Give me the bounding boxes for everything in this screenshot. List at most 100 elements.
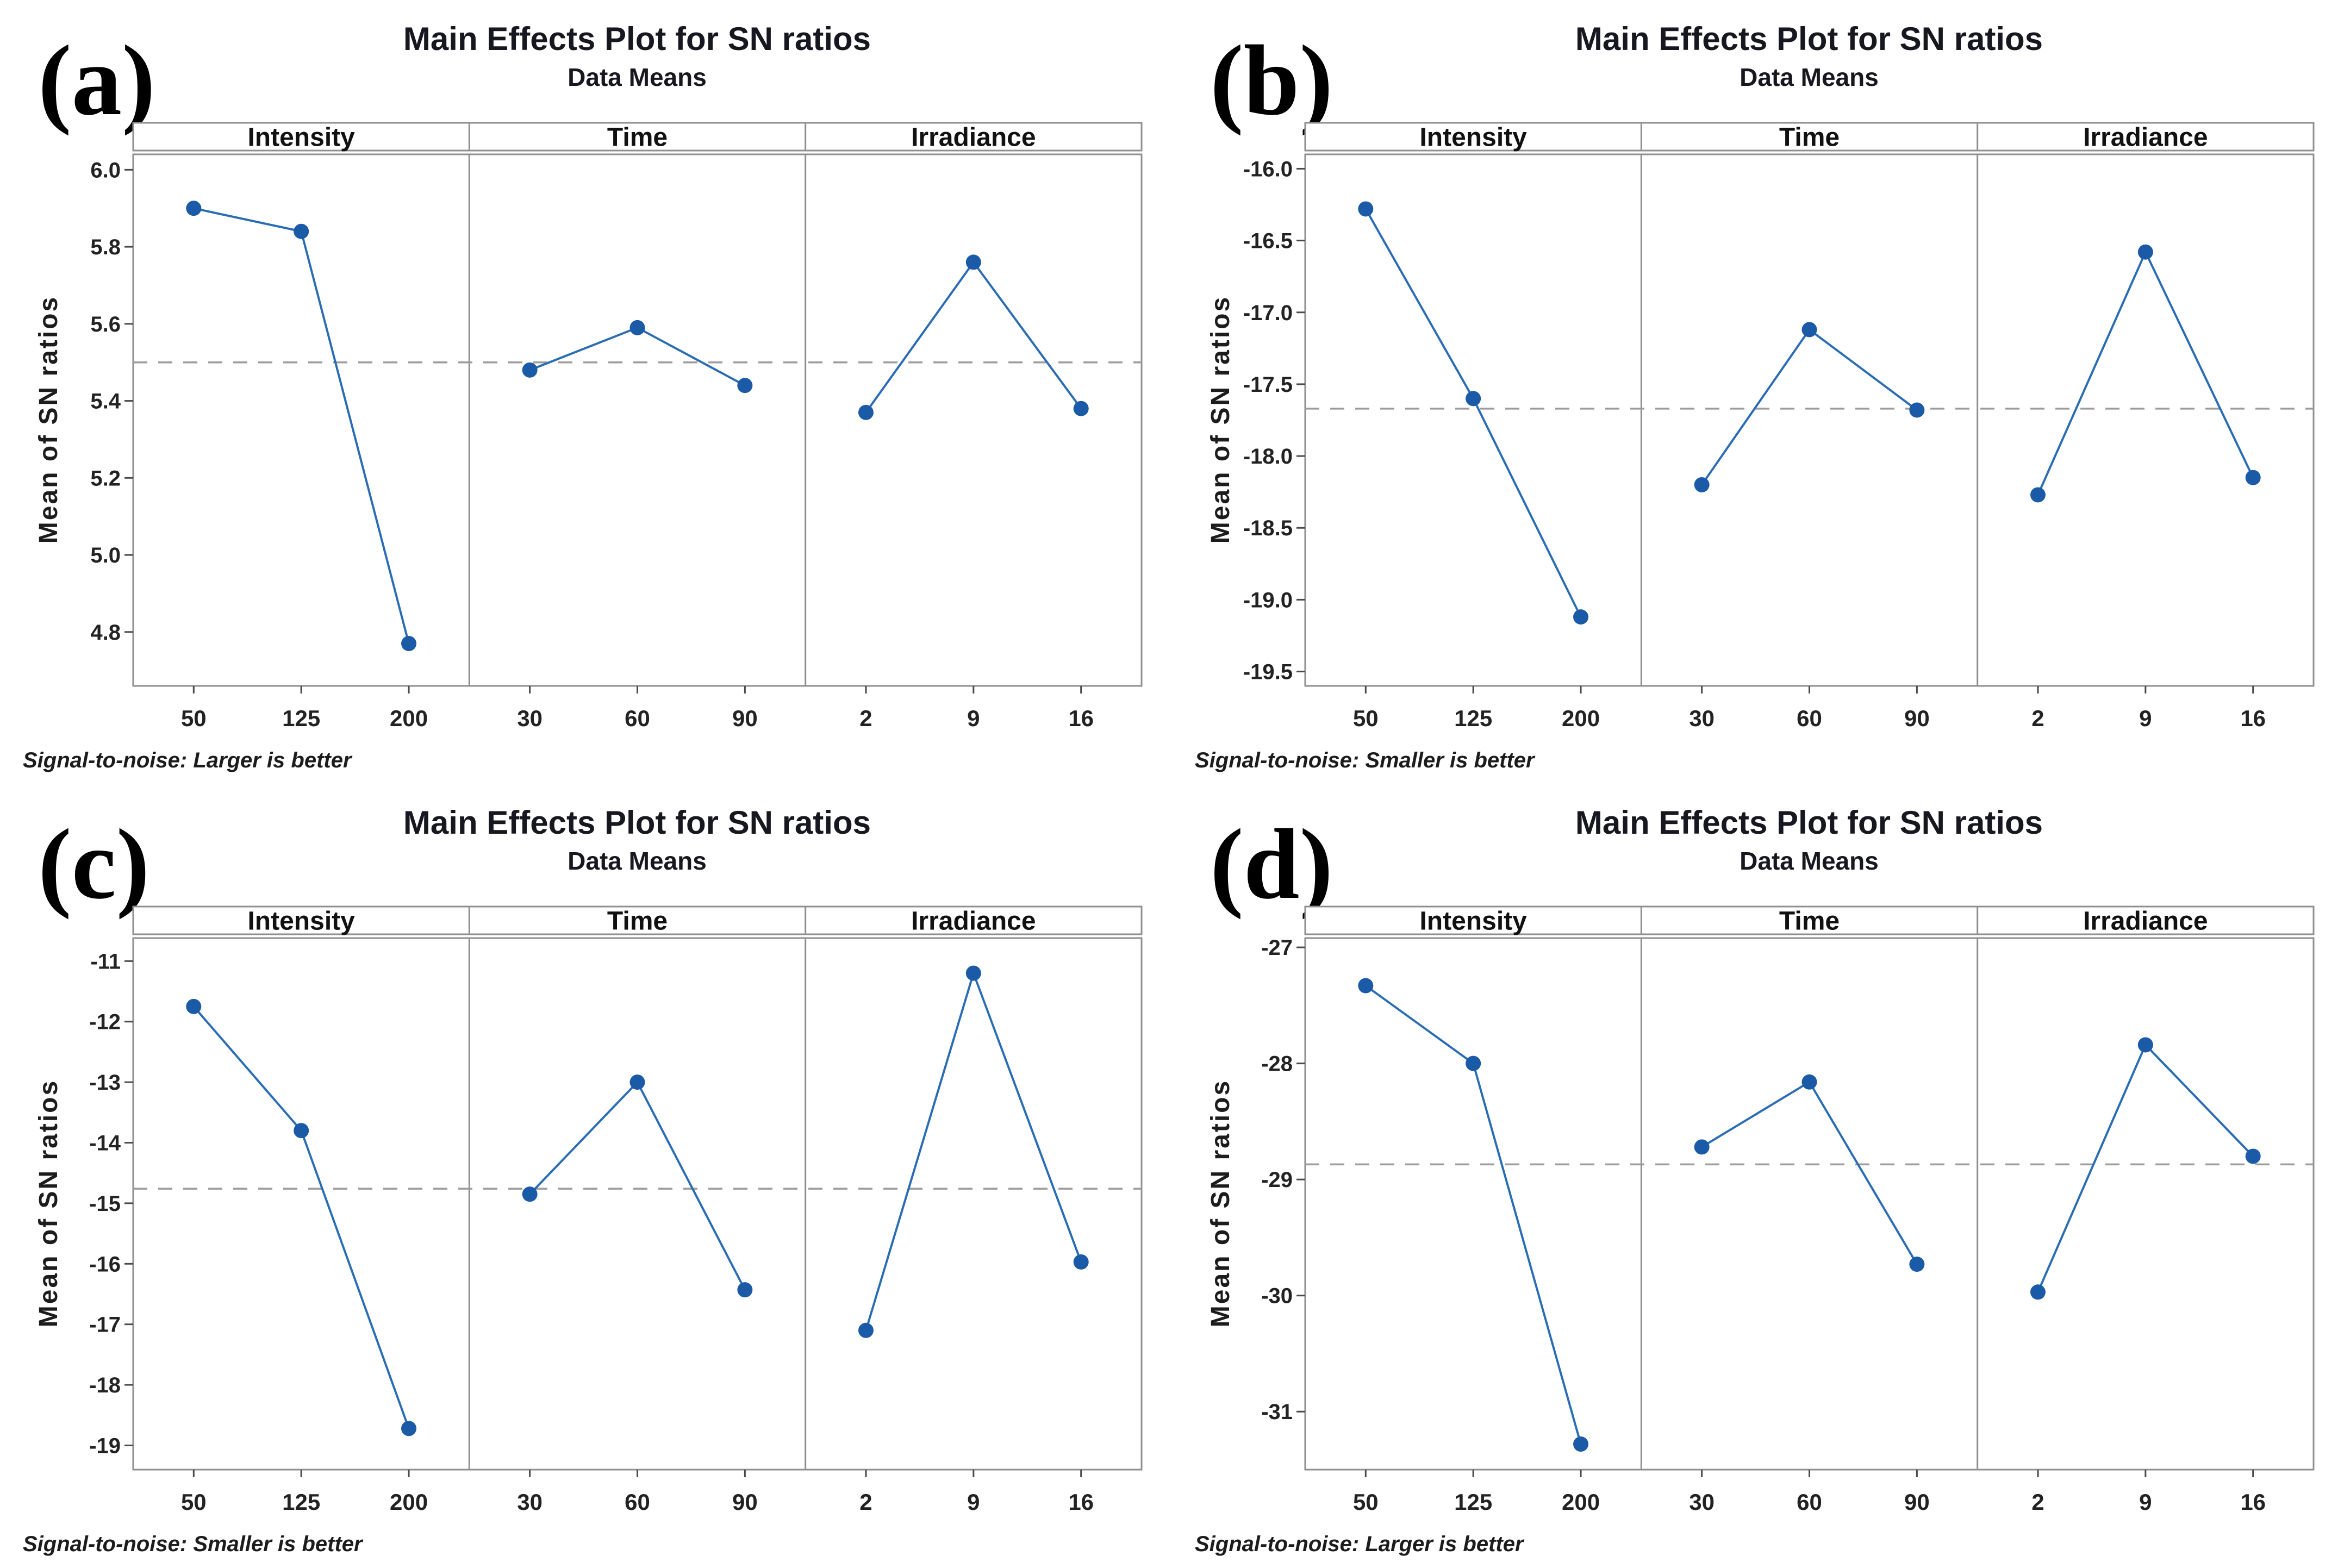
panel-d: (d) Main Effects Plot for SN ratios Data…	[1172, 784, 2344, 1567]
data-point	[2245, 470, 2261, 485]
data-point	[2030, 1284, 2046, 1300]
x-tick-label: 200	[1562, 1489, 1600, 1515]
main-effects-chart-d: (d) Main Effects Plot for SN ratios Data…	[1195, 804, 2315, 1556]
data-point	[1466, 391, 1481, 407]
y-tick-label: 5.0	[90, 544, 121, 567]
chart-title: Main Effects Plot for SN ratios	[1575, 804, 2043, 841]
y-tick-label: -18.5	[1243, 516, 1293, 540]
factor-header-label: Intensity	[247, 123, 355, 152]
x-tick-label: 16	[2240, 1489, 2266, 1515]
data-point	[186, 998, 202, 1014]
factor-header-band	[132, 905, 1143, 935]
x-tick-label: 30	[517, 705, 543, 731]
panel-letter: (a)	[38, 25, 155, 136]
data-point	[522, 362, 538, 378]
factor-header-band	[132, 122, 1143, 152]
panel-c: (c) Main Effects Plot for SN ratios Data…	[0, 784, 1172, 1567]
factor-header-label: Irradiance	[2083, 123, 2208, 152]
x-tick-label: 125	[282, 1489, 320, 1515]
x-tick-label: 30	[1689, 1489, 1715, 1515]
y-tick-label: 5.6	[90, 313, 121, 336]
y-tick-label: -19.0	[1243, 588, 1293, 612]
x-tick-label: 2	[859, 1489, 872, 1515]
y-axis-title: Mean of SN ratios	[1206, 296, 1235, 544]
y-tick-label: -12	[89, 1010, 121, 1034]
data-point	[1466, 1055, 1481, 1071]
data-point	[294, 223, 309, 239]
plot-frame	[1304, 153, 2315, 687]
factor-header-label: Intensity	[1419, 123, 1527, 152]
y-axis-title: Mean of SN ratios	[34, 296, 63, 544]
plot-frame	[132, 153, 1143, 687]
y-tick-label: -16	[89, 1252, 121, 1276]
data-point	[1801, 322, 1817, 338]
x-tick-label: 200	[1562, 705, 1600, 731]
x-tick-label: 30	[517, 1489, 543, 1515]
factor-header-label: Intensity	[247, 907, 355, 936]
footnote: Signal-to-noise: Larger is better	[1195, 1532, 1525, 1556]
data-point	[737, 1282, 753, 1298]
y-tick-label: -17.5	[1243, 373, 1293, 397]
data-point	[965, 254, 981, 270]
y-tick-label: 5.4	[90, 390, 121, 414]
x-tick-label: 16	[1068, 1489, 1094, 1515]
x-tick-label: 16	[2240, 705, 2266, 731]
x-tick-label: 16	[1068, 705, 1094, 731]
chart-subtitle: Data Means	[1740, 847, 1879, 875]
x-tick-label: 9	[2139, 1489, 2152, 1515]
y-tick-label: 4.8	[90, 621, 121, 645]
data-point	[629, 1075, 645, 1090]
factor-header-label: Irradiance	[2083, 907, 2208, 936]
plot-frame	[132, 937, 1143, 1471]
y-axis-title: Mean of SN ratios	[1206, 1079, 1235, 1327]
factor-header-band	[1304, 122, 2315, 152]
main-effects-chart-c: (c) Main Effects Plot for SN ratios Data…	[23, 804, 1143, 1556]
x-tick-label: 9	[967, 705, 980, 731]
chart-subtitle: Data Means	[1740, 63, 1879, 91]
y-tick-label: -15	[89, 1192, 121, 1216]
panel-b: (b) Main Effects Plot for SN ratios Data…	[1172, 0, 2344, 784]
y-tick-label: -19	[89, 1434, 121, 1458]
data-point	[522, 1186, 538, 1202]
y-tick-label: -17	[89, 1313, 121, 1337]
x-tick-label: 60	[625, 1489, 650, 1515]
footnote: Signal-to-noise: Smaller is better	[23, 1532, 364, 1556]
factor-header-band	[1304, 905, 2315, 935]
y-tick-label: 6.0	[90, 158, 121, 182]
x-tick-label: 2	[2031, 1489, 2044, 1515]
y-tick-label: -14	[89, 1131, 121, 1155]
x-tick-label: 50	[181, 1489, 207, 1515]
x-tick-label: 90	[732, 705, 758, 731]
x-tick-label: 200	[390, 1489, 428, 1515]
data-point	[186, 201, 202, 216]
data-point	[1073, 401, 1089, 416]
y-tick-label: -16.5	[1243, 229, 1293, 253]
data-point	[1801, 1074, 1817, 1090]
x-tick-label: 125	[282, 705, 320, 731]
x-tick-label: 90	[1904, 705, 1930, 731]
y-tick-label: -19.5	[1243, 660, 1293, 684]
y-tick-label: -18.0	[1243, 445, 1293, 468]
x-tick-label: 60	[625, 705, 650, 731]
data-point	[401, 1421, 417, 1436]
panel-letter: (c)	[38, 809, 149, 920]
factor-header-label: Intensity	[1419, 907, 1527, 936]
y-axis-title: Mean of SN ratios	[34, 1079, 63, 1327]
y-tick-label: -27	[1261, 936, 1293, 960]
data-point	[629, 320, 645, 335]
chart-title: Main Effects Plot for SN ratios	[1575, 21, 2043, 57]
data-point	[965, 965, 981, 981]
data-point	[294, 1123, 309, 1139]
x-tick-label: 90	[1904, 1489, 1930, 1515]
y-tick-label: -18	[89, 1373, 121, 1397]
panel-letter: (d)	[1210, 809, 1333, 920]
x-tick-label: 50	[181, 705, 207, 731]
y-tick-label: -29	[1261, 1168, 1293, 1192]
factor-header-label: Time	[1779, 907, 1840, 936]
data-point	[858, 1322, 874, 1338]
data-point	[1909, 402, 1925, 418]
plot-area: Intensity Time Irradiance -16.0 -16.5 -17.0 -1…	[1243, 122, 2315, 731]
y-tick-label: -16.0	[1243, 157, 1293, 181]
data-point	[1358, 978, 1374, 994]
